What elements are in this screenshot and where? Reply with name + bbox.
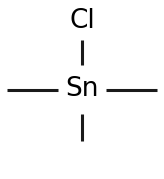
Text: Cl: Cl — [69, 8, 95, 35]
Text: Sn: Sn — [65, 76, 99, 103]
